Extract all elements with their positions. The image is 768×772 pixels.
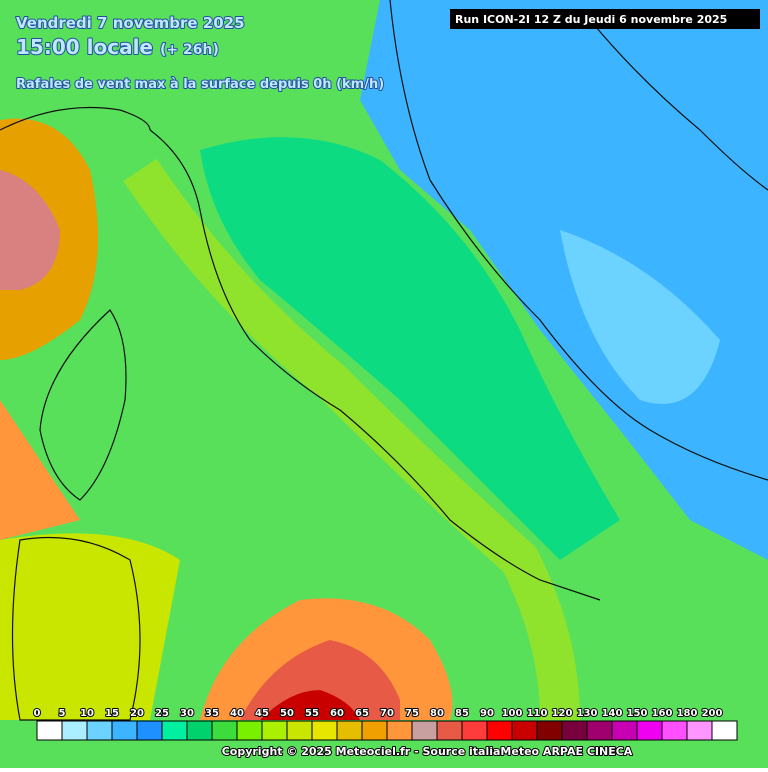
gust-area [0, 533, 180, 720]
legend-swatch [262, 721, 287, 740]
legend-swatch [437, 721, 462, 740]
legend-swatch [387, 721, 412, 740]
offset: (+ 26h) [160, 42, 219, 58]
map: Vendredi 7 novembre 2025 15:00 locale (+… [0, 0, 768, 768]
legend-swatch [712, 721, 737, 740]
legend-swatch [137, 721, 162, 740]
legend-label: 55 [305, 708, 319, 719]
legend-label: 50 [280, 708, 294, 719]
legend-swatch [312, 721, 337, 740]
legend-label: 150 [627, 708, 648, 719]
legend-label: 75 [405, 708, 419, 719]
legend-label: 35 [205, 708, 219, 719]
legend-swatch [37, 721, 62, 740]
legend-swatch [687, 721, 712, 740]
legend-label: 25 [155, 708, 169, 719]
legend-swatch [412, 721, 437, 740]
legend-swatch [562, 721, 587, 740]
legend-swatch [637, 721, 662, 740]
legend-label: 30 [180, 708, 194, 719]
legend-swatch [62, 721, 87, 740]
legend-swatch [287, 721, 312, 740]
legend-swatch [337, 721, 362, 740]
legend-swatch [187, 721, 212, 740]
copyright: Copyright © 2025 Meteociel.fr - Source i… [222, 745, 633, 758]
legend-swatch [112, 721, 137, 740]
subtitle: Rafales de vent max à la surface depuis … [16, 77, 384, 92]
legend-label: 65 [355, 708, 369, 719]
legend-label: 100 [502, 708, 523, 719]
legend-label: 0 [34, 708, 41, 719]
legend-label: 200 [702, 708, 723, 719]
legend-swatch [87, 721, 112, 740]
legend-label: 160 [652, 708, 673, 719]
legend-label: 60 [330, 708, 344, 719]
legend-label: 120 [552, 708, 573, 719]
legend-swatch [487, 721, 512, 740]
legend-label: 20 [130, 708, 144, 719]
legend-label: 85 [455, 708, 469, 719]
legend-label: 180 [677, 708, 698, 719]
legend-label: 130 [577, 708, 598, 719]
date: Vendredi 7 novembre 2025 [16, 14, 245, 32]
legend-label: 45 [255, 708, 269, 719]
legend-swatch [462, 721, 487, 740]
legend-swatch [212, 721, 237, 740]
legend-swatch [587, 721, 612, 740]
legend-swatch [612, 721, 637, 740]
legend-label: 110 [527, 708, 548, 719]
time: 15:00 locale [16, 35, 153, 59]
legend: 0 5 10 15 20 25 30 35 40 45 50 55 60 65 70 75 80 85 90 100 1… [34, 708, 737, 740]
legend-label: 15 [105, 708, 119, 719]
legend-swatch [662, 721, 687, 740]
legend-label: 80 [430, 708, 444, 719]
legend-swatch [362, 721, 387, 740]
legend-swatch [237, 721, 262, 740]
legend-swatch [537, 721, 562, 740]
legend-swatch [512, 721, 537, 740]
legend-label: 40 [230, 708, 244, 719]
legend-label: 140 [602, 708, 623, 719]
run-info: Run ICON-2I 12 Z du Jeudi 6 novembre 202… [455, 13, 727, 26]
legend-swatch [162, 721, 187, 740]
legend-label: 10 [80, 708, 94, 719]
legend-label: 5 [59, 708, 66, 719]
legend-label: 90 [480, 708, 494, 719]
legend-label: 70 [380, 708, 394, 719]
